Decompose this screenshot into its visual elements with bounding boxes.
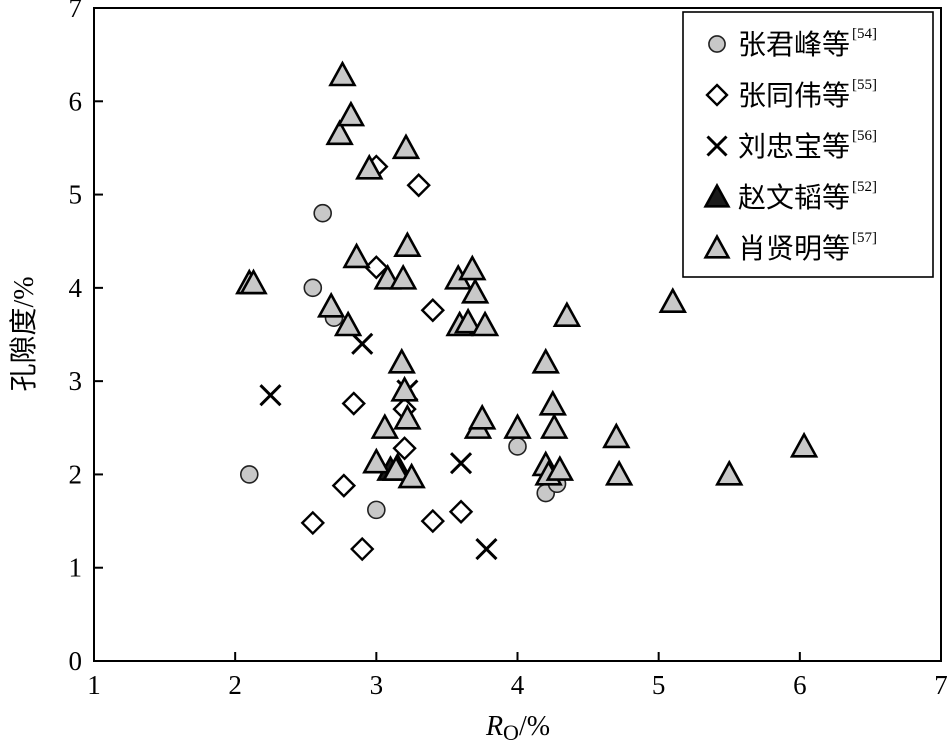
data-point bbox=[362, 447, 391, 474]
x-tick-label: 1 bbox=[87, 670, 101, 700]
data-point bbox=[604, 459, 634, 486]
x-tick-label: 3 bbox=[370, 670, 384, 700]
data-point bbox=[381, 455, 411, 481]
data-point bbox=[789, 431, 819, 458]
series-2 bbox=[259, 332, 498, 561]
legend-label: 刘忠宝等 bbox=[738, 131, 850, 163]
data-point bbox=[259, 384, 282, 407]
data-point bbox=[370, 413, 400, 439]
data-point bbox=[390, 375, 419, 402]
x-tick-label: 5 bbox=[652, 670, 666, 700]
data-point bbox=[333, 310, 363, 337]
data-point bbox=[538, 389, 567, 416]
x-tick-label: 4 bbox=[511, 670, 525, 700]
data-point bbox=[239, 268, 268, 295]
data-point bbox=[387, 347, 416, 374]
data-point bbox=[331, 473, 357, 498]
y-tick-label: 6 bbox=[69, 86, 83, 116]
legend-ref: [56] bbox=[852, 128, 877, 144]
y-tick-label: 3 bbox=[69, 366, 83, 396]
data-point bbox=[420, 508, 445, 534]
data-point bbox=[303, 278, 323, 298]
data-point bbox=[316, 291, 346, 318]
data-point bbox=[341, 391, 366, 416]
data-point bbox=[540, 413, 569, 439]
data-point bbox=[350, 536, 375, 562]
y-tick-label: 1 bbox=[69, 553, 83, 583]
x-tick-label: 7 bbox=[934, 670, 948, 700]
legend-label: 张同伟等 bbox=[738, 80, 850, 112]
y-tick-label: 5 bbox=[69, 180, 83, 210]
data-point bbox=[355, 153, 384, 180]
data-point bbox=[364, 255, 389, 280]
data-point bbox=[468, 403, 497, 430]
data-point bbox=[460, 277, 490, 304]
data-point bbox=[397, 462, 426, 489]
data-point bbox=[388, 263, 418, 290]
legend-label: 赵文韬等 bbox=[738, 182, 850, 214]
data-point bbox=[449, 452, 473, 475]
data-point bbox=[420, 298, 445, 323]
x-tick-label: 6 bbox=[793, 670, 807, 700]
legend-marker bbox=[708, 35, 726, 53]
legend-marker bbox=[703, 233, 731, 259]
data-point bbox=[367, 500, 386, 520]
x-axis-title: RO/% bbox=[485, 711, 550, 744]
data-points bbox=[235, 60, 819, 562]
y-tick-label: 7 bbox=[69, 0, 83, 23]
data-point bbox=[313, 203, 332, 223]
legend-label: 张君峰等 bbox=[738, 29, 850, 61]
y-axis-title: 孔隙度/% bbox=[8, 276, 40, 391]
y-tick-label: 2 bbox=[69, 459, 83, 489]
data-point bbox=[391, 133, 421, 160]
x-tick-label: 2 bbox=[228, 670, 242, 700]
data-point bbox=[552, 301, 582, 327]
data-point bbox=[715, 459, 744, 486]
data-point bbox=[545, 455, 575, 481]
data-point bbox=[458, 254, 487, 281]
data-point bbox=[392, 436, 417, 461]
legend-ref: [55] bbox=[852, 77, 877, 93]
legend-ref: [57] bbox=[852, 230, 877, 246]
data-point bbox=[503, 413, 532, 439]
data-point bbox=[406, 173, 431, 198]
legend-marker bbox=[703, 182, 731, 208]
data-point bbox=[531, 347, 560, 374]
data-point bbox=[328, 60, 357, 87]
data-point bbox=[448, 499, 474, 524]
legend-marker bbox=[706, 135, 728, 157]
y-tick-label: 4 bbox=[69, 273, 83, 303]
legend: 张君峰等 [54] 张同伟等 [55] 刘忠宝等 [56] 赵文韬等 [52] 肖贤明等 [57] bbox=[682, 11, 934, 278]
series-4 bbox=[235, 60, 819, 489]
data-point bbox=[658, 287, 687, 313]
legend-box bbox=[682, 11, 934, 278]
data-point bbox=[602, 422, 631, 449]
data-point bbox=[336, 100, 366, 127]
data-point bbox=[325, 119, 354, 146]
data-point bbox=[475, 537, 498, 561]
data-point bbox=[453, 307, 483, 334]
data-point bbox=[239, 465, 259, 484]
data-point bbox=[393, 231, 422, 258]
legend-label: 肖贤明等 bbox=[738, 233, 850, 265]
data-point bbox=[351, 332, 374, 355]
data-point bbox=[393, 403, 422, 430]
data-point bbox=[508, 437, 527, 456]
data-point bbox=[342, 242, 371, 269]
legend-ref: [52] bbox=[852, 179, 877, 195]
data-point bbox=[300, 510, 326, 536]
y-tick-label: 0 bbox=[69, 646, 83, 676]
legend-ref: [54] bbox=[852, 26, 877, 42]
legend-marker bbox=[705, 83, 729, 107]
data-point bbox=[470, 310, 500, 337]
